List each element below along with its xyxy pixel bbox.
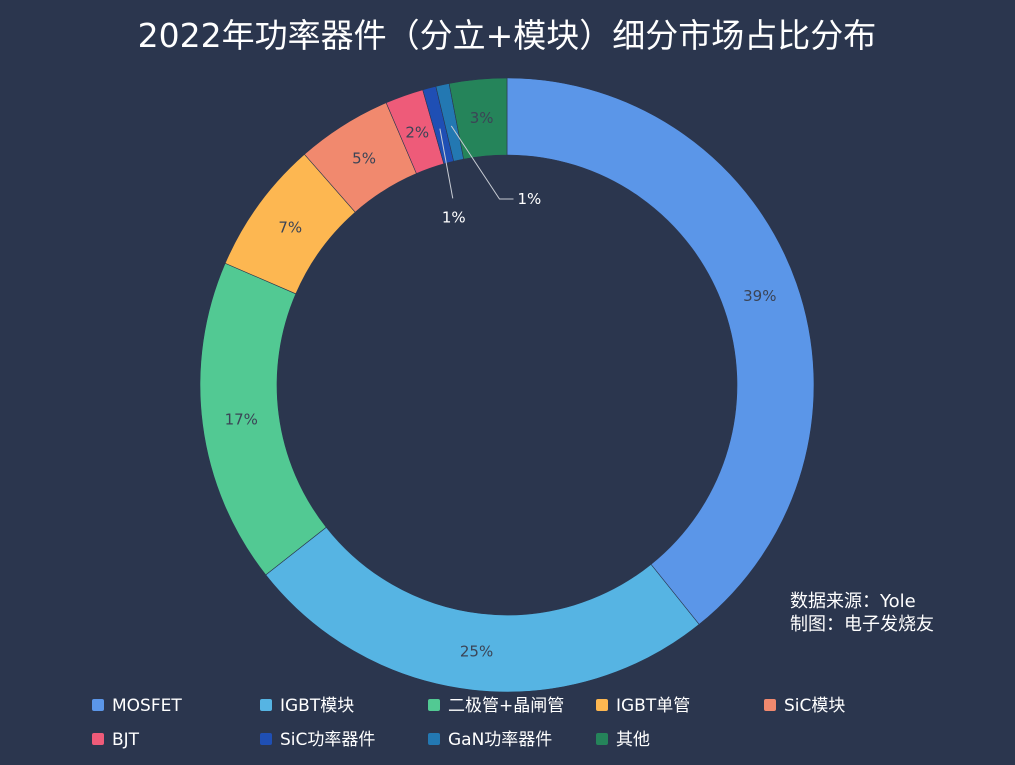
legend-label-item-2: 二极管+晶闸管 <box>448 696 564 716</box>
leader-line-sic-6 <box>439 128 454 199</box>
slice-label-item-8: 3% <box>470 109 494 127</box>
slice-mosfet-0 <box>506 77 815 625</box>
legend-swatch-bjt-5 <box>92 733 104 745</box>
legend-swatch-igbt-1 <box>260 699 272 711</box>
legend-swatch-sic-6 <box>260 733 272 745</box>
source-credit: 数据来源：Yole <box>790 591 916 612</box>
legend-swatch-mosfet-0 <box>92 699 104 711</box>
legend-swatch-item-2 <box>428 699 440 711</box>
leader-line-gan-7 <box>450 125 514 200</box>
slice-label-gan-7: 1% <box>517 190 541 208</box>
chart-title: 2022年功率器件（分立+模块）细分市场占比分布 <box>138 16 877 55</box>
slice-label-mosfet-0: 39% <box>743 287 776 305</box>
legend-item-mosfet-0: MOSFET <box>92 696 182 716</box>
legend-item-sic-6: SiC功率器件 <box>260 730 375 750</box>
legend-label-igbt-3: IGBT单管 <box>616 696 690 716</box>
slice-label-bjt-5: 2% <box>405 123 429 141</box>
legend-item-igbt-3: IGBT单管 <box>596 696 690 716</box>
slice-item-8 <box>448 77 508 160</box>
legend-label-bjt-5: BJT <box>112 730 140 750</box>
slice-label-item-2: 17% <box>225 411 258 429</box>
slice-igbt-1 <box>265 526 700 693</box>
legend-swatch-gan-7 <box>428 733 440 745</box>
slice-item-2 <box>199 262 327 576</box>
slice-label-sic-6: 1% <box>442 208 466 226</box>
slice-label-igbt-1: 25% <box>460 642 493 660</box>
legend-item-item-8: 其他 <box>596 730 650 750</box>
legend-item-sic-4: SiC模块 <box>764 696 845 716</box>
slice-label-sic-4: 5% <box>352 149 376 167</box>
legend: MOSFET IGBT模块 二极管+晶闸管 IGBT单管 SiC模块 BJT SiC功率器件… <box>92 696 845 750</box>
slice-label-igbt-3: 7% <box>278 218 302 236</box>
legend-label-sic-4: SiC模块 <box>784 696 845 716</box>
legend-item-item-2: 二极管+晶闸管 <box>428 696 564 716</box>
slice-labels: 39% 25% 17% 7% 5% 2% 1% 1% 3% <box>225 109 777 660</box>
legend-label-mosfet-0: MOSFET <box>112 696 182 716</box>
legend-label-item-8: 其他 <box>616 730 650 750</box>
legend-item-bjt-5: BJT <box>92 730 140 750</box>
author-credit: 制图：电子发烧友 <box>790 614 934 635</box>
legend-swatch-item-8 <box>596 733 608 745</box>
legend-swatch-igbt-3 <box>596 699 608 711</box>
legend-item-igbt-1: IGBT模块 <box>260 696 354 716</box>
legend-item-gan-7: GaN功率器件 <box>428 730 552 750</box>
legend-label-igbt-1: IGBT模块 <box>280 696 354 716</box>
legend-swatch-sic-4 <box>764 699 776 711</box>
legend-label-gan-7: GaN功率器件 <box>448 730 552 750</box>
leader-lines <box>439 125 514 200</box>
donut-slices <box>199 77 815 693</box>
legend-label-sic-6: SiC功率器件 <box>280 730 375 750</box>
